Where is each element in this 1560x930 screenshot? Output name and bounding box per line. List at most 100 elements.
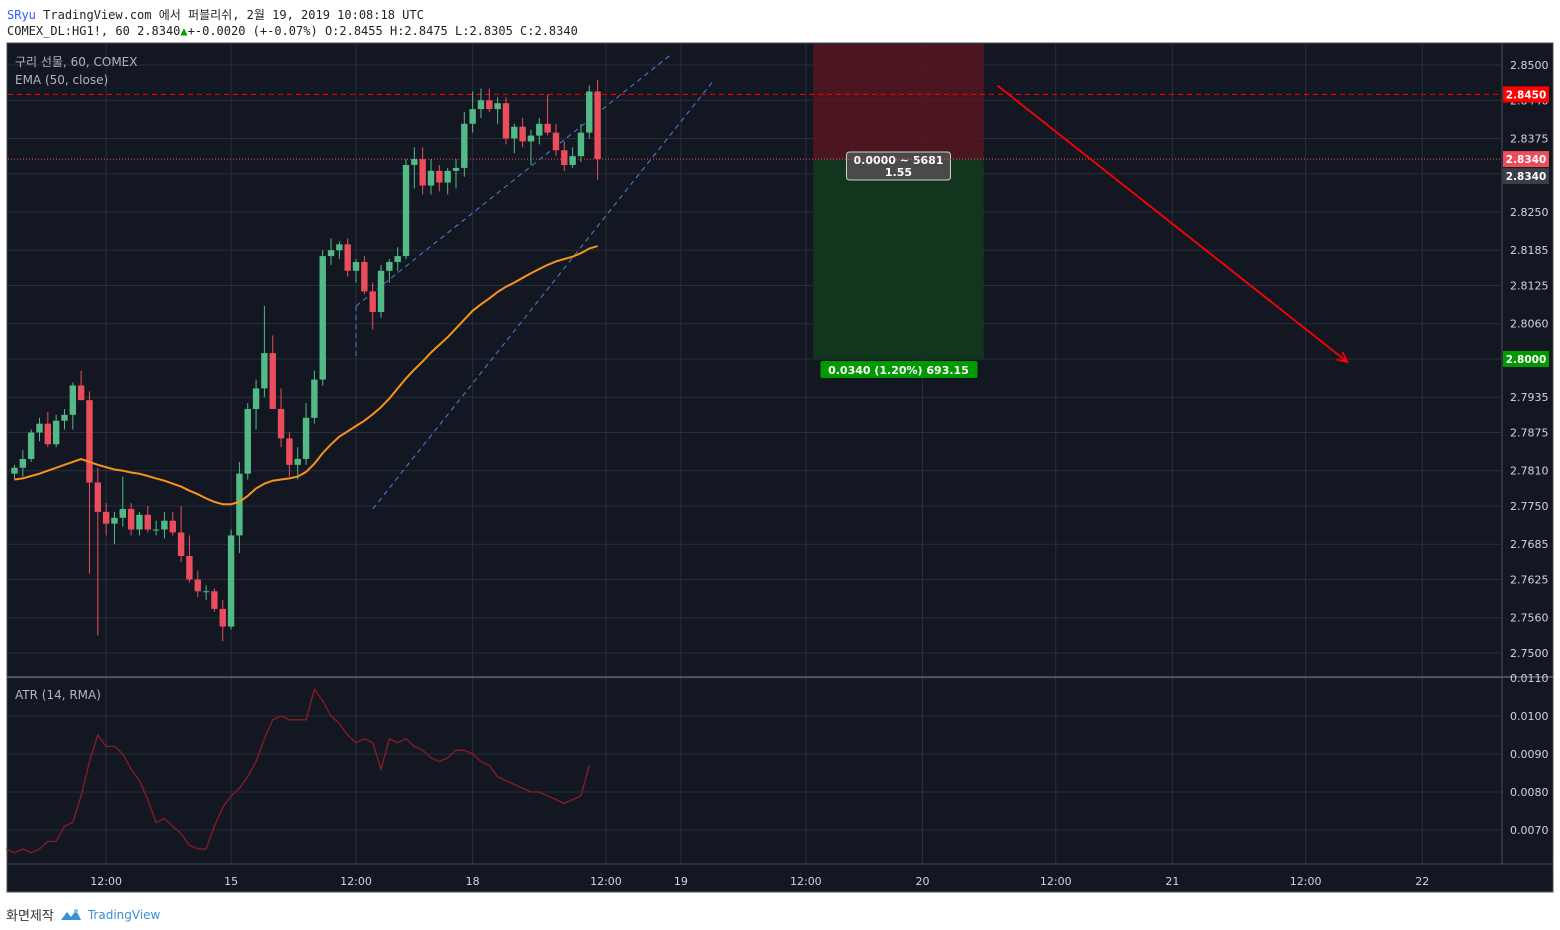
channel-upper-line bbox=[355, 52, 673, 307]
footer-brand[interactable]: TradingView bbox=[87, 907, 161, 922]
candle-body bbox=[577, 132, 585, 157]
candle-body bbox=[427, 170, 435, 186]
atr-tick-label: 0.0100 bbox=[1510, 710, 1549, 723]
grid-lines bbox=[8, 44, 1502, 864]
publish-info: TradingView.com 에서 퍼블리쉬, 2월 19, 2019 10:… bbox=[43, 8, 424, 22]
time-tick-label: 12:00 bbox=[590, 875, 622, 888]
ema-series bbox=[14, 245, 598, 506]
candle-body bbox=[502, 103, 510, 139]
atr-tick-label: 0.0110 bbox=[1510, 672, 1549, 685]
candle-body bbox=[186, 555, 193, 580]
atr-tick-label: 0.0080 bbox=[1510, 786, 1549, 799]
target-price-label-box bbox=[1503, 351, 1549, 367]
candle-body bbox=[402, 164, 410, 257]
atr-legend: ATR (14, RMA) bbox=[15, 688, 101, 702]
time-tick-label: 12:00 bbox=[90, 875, 122, 888]
candle-body bbox=[311, 379, 318, 418]
candle-body bbox=[569, 156, 576, 165]
time-axis[interactable]: 12:00 15 12:00 18 12:00 19 12:00 20 12:00 21 12:00… bbox=[90, 875, 1429, 888]
entry-price-label-box bbox=[1503, 151, 1549, 168]
candle-body bbox=[144, 514, 151, 530]
price-tick-label: 2.8250 bbox=[1510, 206, 1549, 219]
candle-body bbox=[461, 123, 468, 168]
candle-body bbox=[394, 256, 401, 262]
price-tick-label: 2.7625 bbox=[1510, 574, 1549, 587]
symbol-label: COMEX_DL:HG1!, 60 bbox=[7, 24, 130, 38]
target-label-box bbox=[820, 361, 978, 378]
channel-lower-line bbox=[372, 79, 715, 510]
candle-body bbox=[119, 508, 126, 518]
candle-body bbox=[327, 250, 335, 257]
last-price: 2.8340 bbox=[137, 24, 181, 38]
ema-legend: EMA (50, close) bbox=[15, 73, 108, 87]
candle-body bbox=[361, 261, 368, 292]
footer-made-with: 화면제작 bbox=[6, 909, 54, 924]
candle-body bbox=[369, 291, 376, 312]
ema-line bbox=[14, 245, 598, 506]
time-tick-label: 18 bbox=[466, 875, 480, 888]
candle-body bbox=[286, 438, 293, 465]
candle-body bbox=[419, 159, 426, 186]
header-line-1: SRyu TradingView.com 에서 퍼블리쉬, 2월 19, 201… bbox=[7, 6, 424, 23]
candle-body bbox=[19, 458, 27, 468]
candle-body bbox=[11, 467, 18, 474]
target-label-text: 0.0340 (1.20%) 693.15 bbox=[828, 364, 969, 377]
candle-body bbox=[86, 400, 93, 483]
candle-body bbox=[411, 159, 418, 165]
candle-body bbox=[161, 520, 168, 530]
price-tick-label: 2.7935 bbox=[1510, 391, 1549, 404]
price-tick-label: 2.7750 bbox=[1510, 500, 1549, 513]
candle-body bbox=[344, 244, 351, 271]
tradingview-logo-icon[interactable] bbox=[60, 908, 82, 922]
time-tick-label: 20 bbox=[915, 875, 929, 888]
candle-body bbox=[486, 100, 493, 110]
price-tick-label: 2.7500 bbox=[1510, 647, 1549, 660]
time-tick-label: 12:00 bbox=[340, 875, 372, 888]
atr-axis[interactable]: 0.0110 0.0100 0.0090 0.0080 0.0070 bbox=[1510, 672, 1549, 837]
time-tick-label: 15 bbox=[224, 875, 238, 888]
candle-body bbox=[77, 385, 85, 401]
candle-body bbox=[511, 126, 518, 139]
candle-body bbox=[202, 591, 210, 593]
candle-body bbox=[69, 385, 77, 415]
last-price-label-box bbox=[1503, 168, 1549, 185]
candle-body bbox=[594, 91, 601, 160]
candle-body bbox=[44, 423, 52, 445]
price-tick-label: 2.7875 bbox=[1510, 427, 1549, 440]
price-labels: 2.8450 2.8340 2.8340 2.8000 bbox=[1503, 86, 1549, 367]
candle-body bbox=[352, 261, 360, 271]
atr-series bbox=[5, 687, 590, 854]
time-tick-label: 12:00 bbox=[1040, 875, 1072, 888]
candle-body bbox=[302, 417, 310, 459]
candle-body bbox=[319, 256, 326, 380]
ohlc-low: L:2.8305 bbox=[455, 24, 513, 38]
target-price-label: 2.8000 bbox=[1506, 354, 1547, 366]
candle-body bbox=[127, 508, 135, 530]
price-tick-label: 2.7560 bbox=[1510, 612, 1549, 625]
last-price-label: 2.8340 bbox=[1506, 171, 1547, 183]
triangle-up-icon: ▲ bbox=[180, 24, 188, 38]
price-tick-label: 2.7810 bbox=[1510, 465, 1549, 478]
price-change: +-0.0020 (+-0.07%) bbox=[187, 24, 318, 38]
trend-channel[interactable] bbox=[355, 52, 715, 510]
horizontal-levels bbox=[8, 93, 1502, 160]
candle-body bbox=[102, 511, 110, 524]
price-tick-label: 2.8375 bbox=[1510, 133, 1549, 146]
chart-title: 구리 선물, 60, COMEX bbox=[15, 55, 137, 69]
author-name[interactable]: SRyu bbox=[7, 8, 36, 22]
entry-price-label: 2.8340 bbox=[1506, 154, 1547, 166]
candlestick-series bbox=[11, 79, 601, 642]
risk-reward-text: 0.0000 ~ 5681 bbox=[854, 154, 944, 167]
chart-background bbox=[6, 42, 1554, 893]
forecast-arrow-head bbox=[1336, 351, 1349, 364]
candle-body bbox=[27, 432, 35, 459]
candle-body bbox=[494, 103, 501, 110]
candle-body bbox=[277, 408, 285, 439]
candle-body bbox=[586, 91, 593, 133]
candle-body bbox=[227, 535, 235, 627]
time-tick-label: 12:00 bbox=[790, 875, 822, 888]
candle-body bbox=[236, 473, 243, 536]
forecast-arrow[interactable] bbox=[996, 84, 1349, 364]
